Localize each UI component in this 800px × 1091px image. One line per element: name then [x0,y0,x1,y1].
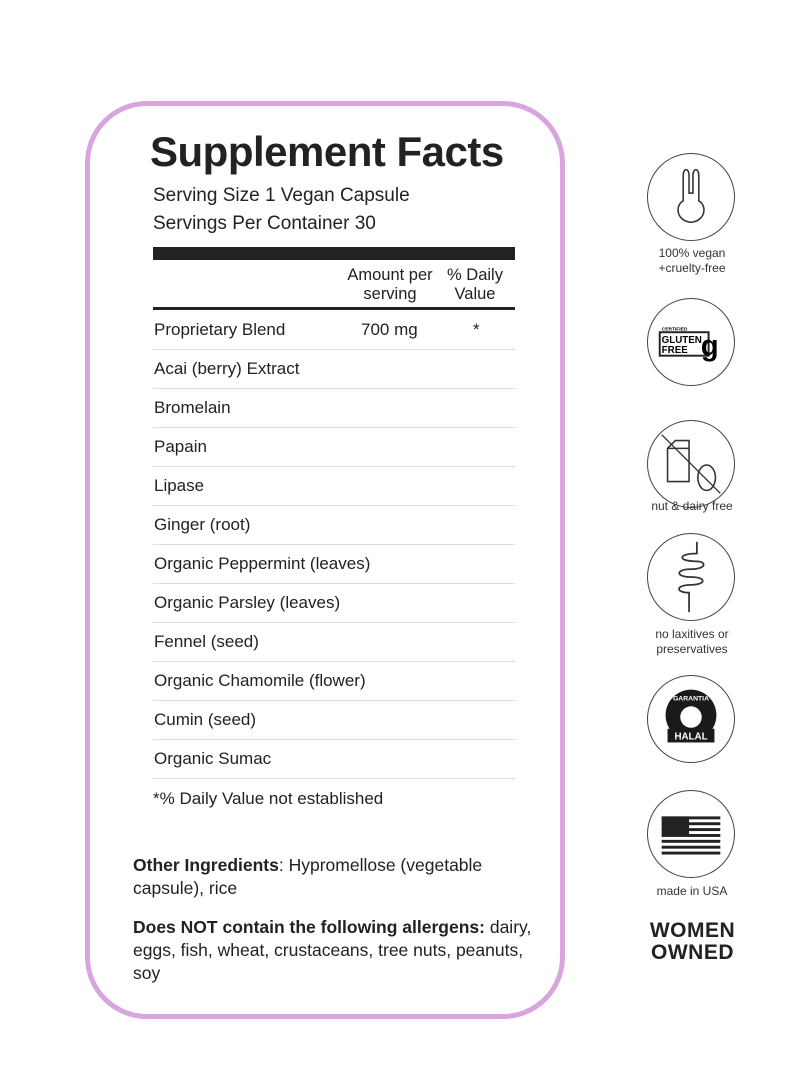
women-owned-line: OWNED [651,941,734,964]
svg-text:CERTIFIED: CERTIFIED [662,326,688,332]
other-ingredients: Other Ingredients: Hypromellose (vegetab… [133,854,533,900]
badge-label: made in USA [612,884,772,899]
women-owned-logo: WOMEN OWNED [630,920,755,964]
badge-label-line: preservatives [656,642,728,656]
ingredient-dv: * [473,320,480,339]
table-row: Organic Peppermint (leaves) [153,544,515,584]
gluten-free-icon: CERTIFIED GLUTEN FREE g [647,298,735,386]
svg-text:GARANTIA: GARANTIA [673,695,709,702]
badge-label-line: no laxitives or [655,627,729,641]
svg-text:GLUTEN: GLUTEN [662,335,702,346]
ingredient-amount: 700 mg [361,320,418,339]
badge-label-line: 100% vegan [658,246,726,260]
table-row: Cumin (seed) [153,700,515,740]
ingredient-name: Ginger (root) [154,515,251,534]
table-row: Organic Parsley (leaves) [153,583,515,623]
amount-header-line: serving [363,285,417,303]
table-row: Papain [153,427,515,467]
halal-icon: HALAL GARANTIA [647,675,735,763]
badge-label-line: +cruelty-free [658,261,726,275]
svg-text:FREE: FREE [662,345,689,356]
table-row: Organic Sumac [153,739,515,779]
ingredient-name: Organic Parsley (leaves) [154,593,341,612]
divider [153,307,515,310]
table-row: Ginger (root) [153,505,515,545]
divider-thick [153,247,515,260]
amount-header-line: Amount per [347,266,433,284]
svg-text:HALAL: HALAL [674,732,707,743]
table-row: Fennel (seed) [153,622,515,662]
footnote: *% Daily Value not established [153,789,384,808]
ingredient-name: Bromelain [154,398,231,417]
dv-header-line: % Daily [447,266,503,284]
ingredient-name: Papain [154,437,207,456]
dv-header: % Daily Value [440,266,510,304]
nut-dairy-free-icon [647,420,735,508]
badge-label-line: nut & dairy free [651,499,733,513]
ingredient-name: Lipase [154,476,205,495]
allergens-label: Does NOT contain the following allergens… [133,917,485,937]
intestine-icon [647,533,735,621]
serving-size: Serving Size 1 Vegan Capsule [153,185,410,206]
ingredient-name: Proprietary Blend [154,320,286,339]
badge-label: 100% vegan +cruelty-free [612,246,772,276]
badge-label-line: made in USA [656,884,728,898]
badge-label: nut & dairy free [612,499,772,514]
usa-flag-icon [647,790,735,878]
amount-header: Amount per serving [338,266,442,304]
badge-label: no laxitives or preservatives [612,627,772,657]
ingredient-name: Cumin (seed) [154,710,257,729]
table-row: Organic Chamomile (flower) [153,661,515,701]
table-row: Acai (berry) Extract [153,349,515,389]
bunny-icon [647,153,735,241]
allergens-text: dairy, eggs, fish, wheat, crustaceans, t… [133,917,532,983]
svg-text:g: g [701,330,719,363]
servings-per-container: Servings Per Container 30 [153,213,376,234]
women-owned-line: WOMEN [649,919,736,942]
other-ingredients-text: : Hypromellose (vegetable capsule), rice [133,855,483,898]
table-row: Bromelain [153,388,515,428]
ingredient-name: Organic Sumac [154,749,272,768]
table-row: Lipase [153,466,515,506]
ingredient-name: Acai (berry) Extract [154,359,300,378]
ingredient-name: Fennel (seed) [154,632,259,651]
ingredient-name: Organic Chamomile (flower) [154,671,366,690]
page-title: Supplement Facts [150,128,504,175]
table-row: Proprietary Blend 700 mg * [153,310,515,350]
other-ingredients-label: Other Ingredients [133,855,279,875]
dv-header-line: Value [454,285,496,303]
ingredient-name: Organic Peppermint (leaves) [154,554,371,573]
allergens: Does NOT contain the following allergens… [133,916,533,985]
